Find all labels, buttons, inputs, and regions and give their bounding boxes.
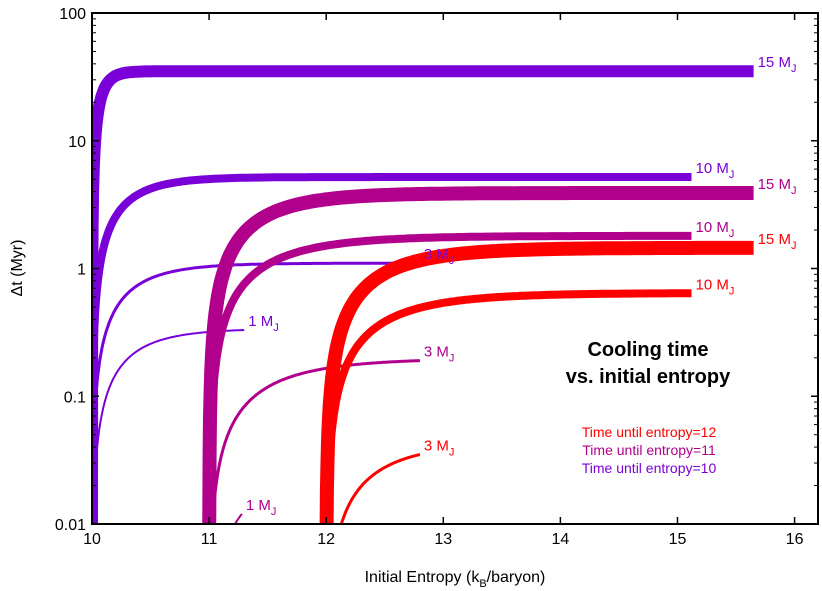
x-tick-label: 10 [83,531,101,548]
chart-subtitle: vs. initial entropy [566,366,731,388]
curve-label: 15 MJ [758,176,797,197]
y-axis-title: Δt (Myr) [9,240,26,297]
curve-line [205,231,692,524]
curve-line [92,261,420,524]
legend: Time until entropy=12 Time until entropy=… [582,424,717,476]
legend-entry: Time until entropy=10 [582,460,717,476]
legend-entry: Time until entropy=11 [582,442,716,458]
y-tick-label: 10 [68,134,86,151]
curve-line [339,453,421,524]
curve-label: 3 MJ [424,246,455,267]
y-tick-label: 100 [59,6,86,23]
y-tick-label: 1 [77,262,86,279]
curve-line [92,173,692,524]
x-axis-title-end: /baryon) [487,569,546,586]
curve-line [92,65,754,524]
y-tick-label: 0.01 [55,517,86,534]
x-tick-label: 15 [669,531,687,548]
curve-label: 15 MJ [758,54,797,75]
x-tick-label: 12 [317,531,335,548]
curve-line [323,289,692,524]
chart-title: Cooling time [587,339,708,361]
curve-label: 1 MJ [246,497,277,518]
x-tick-label: 14 [551,531,569,548]
curve-label: 10 MJ [696,219,735,240]
curve-labels-layer: 15 MJ 10 MJ 3 MJ 1 MJ 15 MJ 10 MJ 3 MJ 1 MJ 15 M… [246,54,797,518]
curve-label: 1 MJ [248,313,279,334]
curves-layer [92,65,757,524]
curve-label: 10 MJ [696,160,735,181]
curve-line [319,240,757,524]
legend-entry: Time until entropy=12 [582,424,717,440]
x-tick-label: 11 [201,531,218,548]
x-axis-title: Initial Entropy (kB/baryon) [365,569,546,590]
x-tick-label: 16 [786,531,804,548]
y-tick-label: 0.1 [64,389,86,406]
x-axis-title-sub: B [479,578,486,590]
curve-label: 10 MJ [696,276,735,297]
curve-label: 15 MJ [758,231,797,252]
x-axis-title-main: Initial Entropy (k [365,569,481,586]
curve-label: 3 MJ [424,344,455,365]
curve-line [202,186,756,524]
x-tick-label: 13 [434,531,452,548]
curve-line [92,329,245,524]
curve-line [210,359,420,524]
curve-label: 3 MJ [424,437,455,458]
axis-ticks: 10 11 12 13 14 15 16 0.01 0.1 1 10 100 [55,6,818,548]
